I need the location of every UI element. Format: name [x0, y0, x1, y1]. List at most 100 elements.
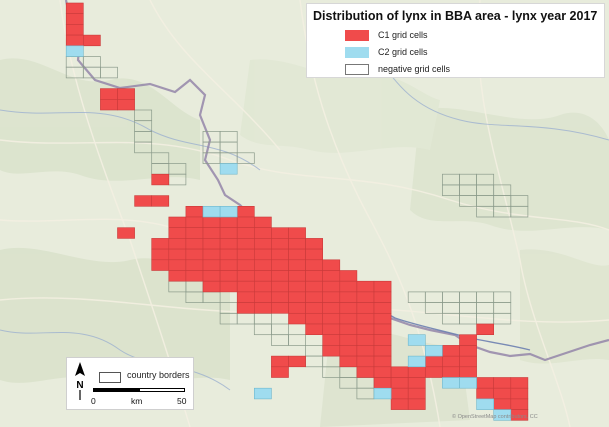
- c2-grid-cell: [219, 206, 238, 218]
- scale-bar-segment-1: [93, 388, 139, 392]
- legend-label-c2: C2 grid cells: [378, 47, 428, 57]
- scale-label-start: 0: [91, 396, 96, 406]
- c1-grid-cell: [356, 366, 375, 378]
- c1-grid-cell: [322, 280, 341, 293]
- scale-bar-segment-2: [139, 388, 185, 392]
- c1-grid-cell: [305, 291, 324, 303]
- scale-bar: [93, 388, 185, 395]
- c1-grid-cell: [168, 216, 187, 228]
- c1-grid-cell: [168, 259, 187, 271]
- c1-grid-cell: [322, 291, 341, 303]
- c1-grid-cell: [288, 312, 306, 325]
- c1-grid-cell: [356, 291, 375, 303]
- c1-grid-cell: [305, 259, 324, 271]
- c1-grid-cell: [305, 302, 324, 314]
- c1-grid-cell: [271, 248, 289, 261]
- c1-grid-cell: [236, 302, 255, 314]
- c1-grid-cell: [254, 216, 272, 228]
- c1-grid-cell: [65, 13, 84, 25]
- c2-grid-cell: [373, 387, 392, 400]
- c1-grid-cell: [339, 302, 358, 314]
- c1-grid-cell: [168, 238, 187, 250]
- c1-grid-cell: [202, 227, 221, 239]
- c1-grid-cell: [236, 216, 255, 228]
- map-attribution: © OpenStreetMap contributors, CC: [452, 414, 538, 420]
- c1-grid-cell: [442, 345, 460, 357]
- legend-label-c1: C1 grid cells: [378, 30, 428, 40]
- c2-grid-cell: [65, 45, 84, 57]
- c1-grid-cell: [424, 355, 443, 368]
- c1-grid-cell: [356, 355, 375, 368]
- c1-grid-cell: [373, 323, 392, 335]
- c1-grid-cell: [390, 377, 409, 389]
- c1-grid-cell: [288, 238, 306, 250]
- c1-grid-cell: [356, 323, 375, 335]
- c1-grid-cell: [185, 270, 204, 282]
- c1-grid-cell: [356, 345, 375, 357]
- c1-grid-cell: [254, 291, 272, 303]
- negative-grid-cell: [236, 152, 255, 164]
- c1-grid-cell: [271, 291, 289, 303]
- c1-grid-cell: [356, 280, 375, 293]
- c1-grid-cell: [219, 227, 238, 239]
- c1-grid-cell: [65, 34, 84, 47]
- c1-grid-cell: [236, 248, 255, 261]
- c1-grid-cell: [288, 291, 306, 303]
- c1-grid-cell: [236, 238, 255, 250]
- legend-swatch-c1: [345, 30, 369, 41]
- c1-grid-cell: [271, 227, 289, 239]
- c2-grid-cell: [493, 409, 512, 421]
- c2-grid-cell: [202, 206, 221, 218]
- c1-grid-cell: [339, 345, 358, 357]
- c1-grid-cell: [100, 99, 118, 111]
- c1-grid-cell: [202, 280, 221, 293]
- c1-grid-cell: [356, 334, 375, 346]
- c1-grid-cell: [219, 259, 238, 271]
- c1-grid-cell: [356, 302, 375, 314]
- legend-title: Distribution of lynx in BBA area - lynx …: [313, 9, 598, 23]
- c1-grid-cell: [254, 248, 272, 261]
- c1-grid-cell: [100, 88, 118, 100]
- c1-grid-cell: [288, 355, 306, 368]
- negative-grid-cell: [493, 312, 512, 325]
- c1-grid-cell: [151, 248, 170, 261]
- c1-grid-cell: [254, 270, 272, 282]
- c1-grid-cell: [185, 259, 204, 271]
- c1-grid-cell: [288, 302, 306, 314]
- c1-grid-cell: [510, 387, 529, 400]
- c1-grid-cell: [185, 216, 204, 228]
- c1-grid-cell: [271, 355, 289, 368]
- legend-label-negative: negative grid cells: [378, 64, 451, 74]
- c1-grid-cell: [185, 206, 204, 218]
- country-borders-label: country borders: [127, 370, 190, 380]
- c1-grid-cell: [322, 345, 341, 357]
- c1-grid-cell: [168, 227, 187, 239]
- c1-grid-cell: [219, 280, 238, 293]
- c1-grid-cell: [236, 206, 255, 218]
- c1-grid-cell: [271, 238, 289, 250]
- c1-grid-cell: [322, 323, 341, 335]
- c1-grid-cell: [288, 270, 306, 282]
- c1-grid-cell: [271, 366, 289, 378]
- c2-grid-cell: [442, 377, 460, 389]
- c1-grid-cell: [459, 334, 477, 346]
- c1-grid-cell: [339, 280, 358, 293]
- c1-grid-cell: [202, 216, 221, 228]
- c1-grid-cell: [202, 248, 221, 261]
- c1-grid-cell: [373, 291, 392, 303]
- c1-grid-cell: [322, 270, 341, 282]
- c1-grid-cell: [65, 2, 84, 14]
- c1-grid-cell: [493, 377, 512, 389]
- c1-grid-cell: [236, 291, 255, 303]
- c1-grid-cell: [339, 355, 358, 368]
- c1-grid-cell: [219, 238, 238, 250]
- c2-grid-cell: [254, 387, 272, 400]
- c1-grid-cell: [339, 291, 358, 303]
- c1-grid-cell: [322, 334, 341, 346]
- c1-grid-cell: [356, 312, 375, 325]
- c1-grid-cell: [151, 259, 170, 271]
- c1-grid-cell: [407, 398, 426, 410]
- c1-grid-cell: [476, 387, 495, 400]
- c1-grid-cell: [442, 355, 460, 368]
